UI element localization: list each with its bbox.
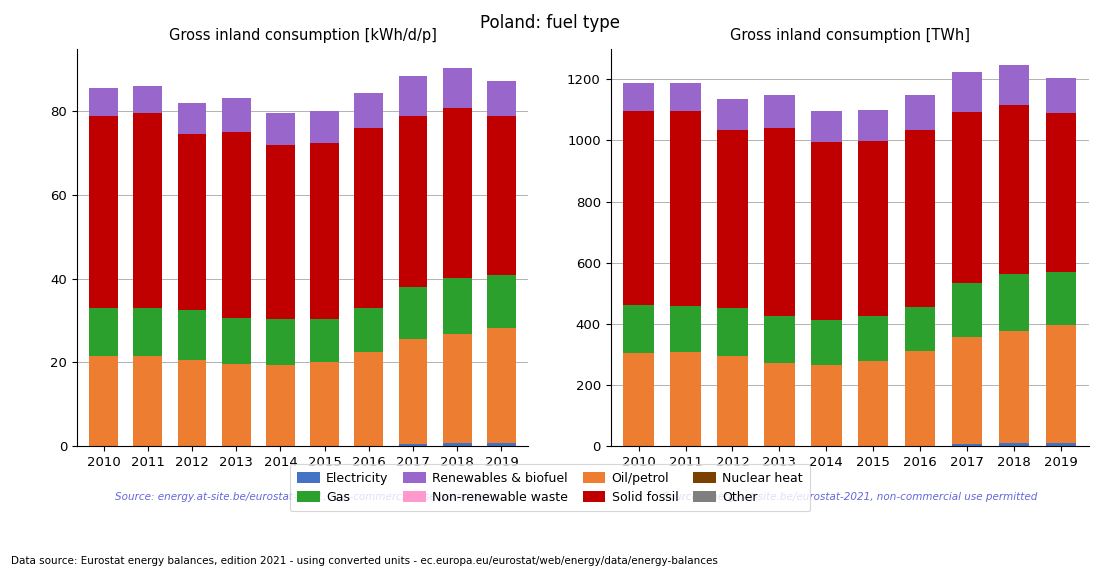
Bar (999, 65, 1030, 105)
Bar (310, 319, 339, 363)
Bar (133, 308, 162, 356)
Bar (354, 308, 383, 352)
Bar (89, 308, 118, 356)
Bar (354, 352, 383, 446)
Bar (952, 337, 982, 444)
Legend: Electricity, Gas, Renewables & biofuel, Non-renewable waste, Oil/petrol, Solid f: Electricity, Gas, Renewables & biofuel, … (289, 464, 811, 511)
Bar (487, 117, 516, 276)
Bar (624, 353, 653, 446)
Bar (398, 444, 428, 446)
Bar (717, 356, 748, 446)
Bar (266, 145, 295, 319)
Bar (222, 318, 251, 364)
Bar (999, 443, 1030, 446)
Bar (999, 275, 1030, 332)
Bar (811, 142, 842, 320)
Bar (811, 365, 842, 446)
Bar (764, 95, 794, 128)
Bar (858, 141, 889, 316)
Bar (398, 116, 428, 287)
Bar (89, 116, 118, 308)
Bar (222, 364, 251, 446)
Bar (858, 110, 889, 141)
Bar (133, 86, 162, 113)
Bar (177, 103, 207, 134)
Bar (905, 351, 935, 446)
Bar (952, 284, 982, 337)
Bar (764, 363, 794, 446)
Bar (177, 134, 207, 310)
Bar (764, 316, 794, 363)
Text: Poland: fuel type: Poland: fuel type (480, 14, 620, 32)
Bar (443, 443, 472, 446)
Bar (952, 444, 982, 446)
Bar (670, 352, 701, 446)
Bar (443, 68, 472, 108)
Bar (624, 305, 653, 353)
Title: Gross inland consumption [TWh]: Gross inland consumption [TWh] (729, 28, 970, 43)
Bar (310, 143, 339, 319)
Bar (487, 81, 516, 117)
Bar (717, 130, 748, 308)
Bar (670, 83, 701, 111)
Bar (905, 307, 935, 351)
Bar (858, 360, 889, 446)
Bar (487, 443, 516, 446)
Bar (624, 83, 653, 111)
Bar (133, 113, 162, 308)
Bar (354, 93, 383, 128)
Text: Data source: Eurostat energy balances, edition 2021 - using converted units - ec: Data source: Eurostat energy balances, e… (11, 557, 718, 566)
Bar (177, 310, 207, 360)
Bar (670, 111, 701, 306)
Bar (310, 363, 339, 446)
Bar (1046, 113, 1076, 272)
Bar (354, 128, 383, 308)
Bar (905, 130, 935, 307)
Bar (398, 339, 428, 444)
Bar (1046, 272, 1076, 325)
Bar (266, 364, 295, 446)
Bar (133, 356, 162, 446)
Bar (1046, 325, 1076, 443)
Bar (624, 111, 653, 305)
Bar (266, 113, 295, 145)
Bar (858, 316, 889, 360)
Bar (717, 99, 748, 130)
Bar (670, 306, 701, 352)
Bar (811, 112, 842, 142)
Bar (999, 105, 1030, 275)
Bar (443, 334, 472, 443)
Bar (398, 287, 428, 339)
Bar (811, 320, 842, 365)
Bar (222, 98, 251, 132)
Text: Source: energy.at-site.be/eurostat-2021, non-commercial use permitted: Source: energy.at-site.be/eurostat-2021,… (662, 492, 1037, 502)
Text: Source: energy.at-site.be/eurostat-2021, non-commercial use permitted: Source: energy.at-site.be/eurostat-2021,… (114, 492, 491, 502)
Bar (1046, 78, 1076, 113)
Bar (1046, 443, 1076, 446)
Title: Gross inland consumption [kWh/d/p]: Gross inland consumption [kWh/d/p] (168, 28, 437, 43)
Bar (487, 276, 516, 328)
Bar (266, 319, 295, 364)
Bar (952, 72, 982, 112)
Bar (222, 132, 251, 318)
Bar (177, 360, 207, 446)
Bar (952, 112, 982, 284)
Bar (310, 112, 339, 143)
Bar (443, 277, 472, 334)
Bar (398, 76, 428, 116)
Bar (999, 332, 1030, 443)
Bar (764, 128, 794, 316)
Bar (89, 89, 118, 116)
Bar (717, 308, 748, 356)
Bar (487, 328, 516, 443)
Bar (443, 108, 472, 277)
Bar (905, 95, 935, 130)
Bar (89, 356, 118, 446)
